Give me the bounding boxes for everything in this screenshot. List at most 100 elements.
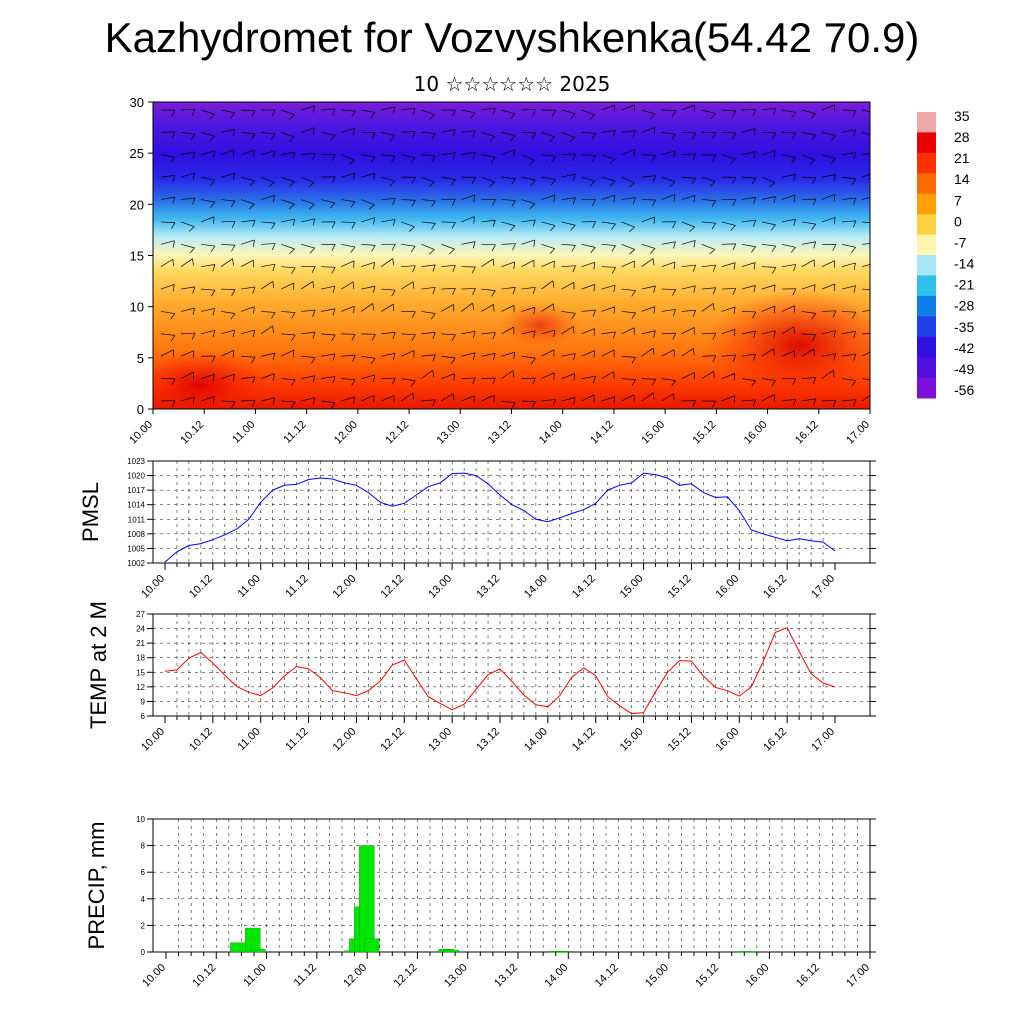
wind-barb-feather [813, 241, 817, 249]
wind-barb-feather [532, 219, 536, 227]
wind-barb-feather [651, 155, 656, 162]
wind-barb-feather [631, 290, 636, 297]
wind-barb-feather [411, 200, 416, 207]
wind-barb-feather [171, 109, 176, 117]
x-tick-label: 16.00 [744, 962, 772, 990]
wind-barb-feather [753, 353, 756, 361]
wind-barb [160, 333, 175, 336]
wind-barb-feather [793, 399, 797, 406]
wind-barb-feather [811, 313, 817, 320]
wind-barb [561, 132, 575, 138]
wind-barb [281, 132, 295, 138]
wind-barb-feather [453, 373, 455, 381]
wind-barb-feather [331, 221, 336, 229]
wind-barb-feather [412, 281, 415, 289]
y-tick-label: 1002 [127, 559, 145, 568]
wind-barb-feather [752, 109, 757, 116]
wind-barb [461, 302, 473, 312]
y-tick-label: 27 [136, 610, 145, 619]
wind-barb [681, 194, 696, 200]
wind-barb [521, 239, 535, 245]
x-tick-label: 13.12 [492, 962, 520, 990]
wind-barb-feather [431, 200, 436, 207]
wind-barb-feather [210, 201, 216, 208]
wind-barb-feather [212, 308, 216, 316]
wind-barb [741, 243, 756, 248]
wind-barb [421, 354, 436, 357]
x-tick-label: 15.00 [643, 962, 671, 990]
wind-barb [261, 243, 276, 245]
wind-barb [721, 132, 736, 134]
wind-barb [160, 175, 175, 178]
wind-barb [301, 152, 316, 156]
x-tick-label: 15.12 [693, 962, 721, 990]
wind-barb [701, 371, 714, 379]
wind-barb-feather [513, 261, 516, 269]
wind-barb-feather [373, 173, 376, 181]
wind-barb-feather [191, 109, 196, 116]
wind-barb-feather [188, 226, 195, 232]
wind-barb [461, 151, 476, 156]
wind-barb [541, 243, 555, 249]
wind-barb [681, 348, 694, 357]
wind-barb-feather [713, 371, 715, 379]
x-tick-label: 10.12 [190, 962, 218, 990]
wind-barb-feather [751, 380, 756, 387]
wind-barb-feather [771, 245, 777, 253]
wind-barb-feather [350, 201, 356, 208]
colorbar-swatch [917, 193, 936, 215]
wind-barb [221, 220, 236, 223]
wind-barb-feather [753, 331, 756, 338]
wind-barb-feather [572, 265, 576, 273]
wind-barb [541, 399, 556, 402]
wind-barb [201, 243, 215, 247]
wind-barb [641, 243, 656, 249]
wind-barb [661, 109, 676, 111]
precip-bar [443, 949, 459, 953]
wind-barb [601, 243, 616, 246]
wind-barb [821, 132, 836, 136]
wind-barb-feather [612, 331, 616, 339]
y-tick-label: 8 [141, 842, 146, 851]
x-tick-label: 16.00 [713, 726, 741, 754]
wind-barb-feather [874, 263, 875, 270]
wind-barb-feather [172, 259, 174, 267]
wind-barb-feather [613, 105, 616, 113]
wind-barb-feather [252, 286, 256, 294]
wind-barb-feather [370, 112, 376, 119]
wind-barb [821, 174, 836, 178]
wind-barb-feather [652, 392, 655, 400]
wind-barb [241, 239, 255, 245]
wind-barb [581, 350, 595, 357]
wind-barb-feather [171, 131, 176, 139]
wind-barb-feather [631, 357, 636, 364]
wind-barb [501, 400, 516, 404]
wind-barb-feather [792, 132, 797, 140]
wind-barb [501, 370, 514, 379]
wind-barb-feather [811, 223, 817, 230]
x-tick-label: 11.00 [235, 726, 262, 753]
wind-barb [541, 154, 556, 157]
wind-barb [581, 132, 596, 134]
y-tick-label: 0 [141, 948, 146, 957]
x-tick-label: 15.12 [666, 573, 694, 601]
y-tick-label: 4 [141, 895, 146, 904]
wind-barb [261, 263, 275, 268]
y-tick-label: 24 [136, 625, 145, 634]
wind-barb-feather [232, 329, 235, 337]
wind-barb-feather [348, 159, 355, 165]
wind-barb-feather [489, 181, 495, 187]
wind-barb [821, 217, 836, 223]
wind-barb [561, 326, 574, 335]
wind-barb [721, 109, 736, 112]
wind-barb-feather [172, 175, 176, 183]
wind-barb-feather [692, 153, 697, 161]
wind-barb-feather [649, 248, 656, 254]
wind-barb-feather [451, 109, 456, 117]
colorbar-label: 28 [954, 129, 970, 145]
x-tick-label: 14.00 [522, 573, 550, 601]
wind-barb-feather [853, 331, 857, 339]
wind-barb-feather [689, 226, 696, 232]
wind-barb-feather [609, 159, 616, 165]
wind-barb-feather [653, 127, 656, 135]
